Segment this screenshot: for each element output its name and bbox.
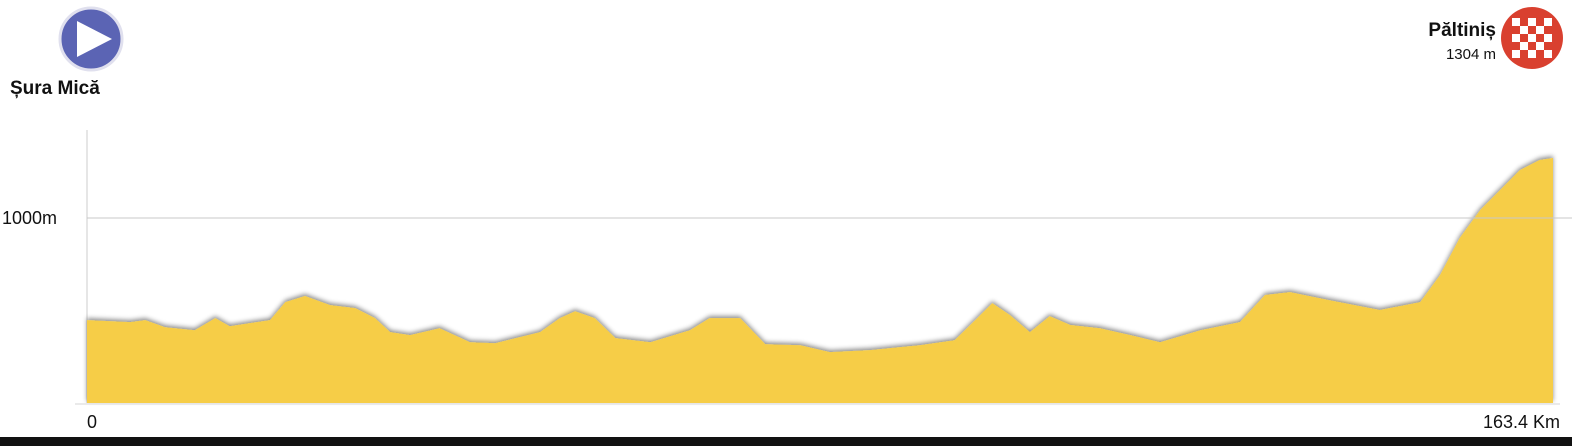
x-tick-label-start: 0 (87, 412, 98, 432)
flag-square (1512, 50, 1520, 58)
flag-square (1544, 18, 1552, 26)
flag-square (1544, 50, 1552, 58)
finish-location-name: Păltiniș (1428, 20, 1496, 41)
checkered-flag-icon (1501, 7, 1563, 69)
flag-square (1536, 42, 1544, 50)
finish-elevation: 1304 m (1445, 46, 1496, 63)
bottom-border (0, 437, 1572, 446)
elevation-area (87, 158, 1553, 403)
flag-square (1512, 34, 1520, 42)
flag-square (1528, 18, 1536, 26)
flag-square (1512, 18, 1520, 26)
flag-square (1528, 34, 1536, 42)
flag-square (1520, 42, 1528, 50)
flag-square (1544, 34, 1552, 42)
flag-square (1536, 26, 1544, 34)
flag-square (1520, 26, 1528, 34)
flag-square (1528, 50, 1536, 58)
x-tick-label-end: 163.4 Km (1482, 412, 1560, 432)
start-location-name: Șura Mică (10, 78, 100, 99)
play-icon (58, 6, 124, 72)
y-tick-label: 1000m (2, 208, 58, 228)
